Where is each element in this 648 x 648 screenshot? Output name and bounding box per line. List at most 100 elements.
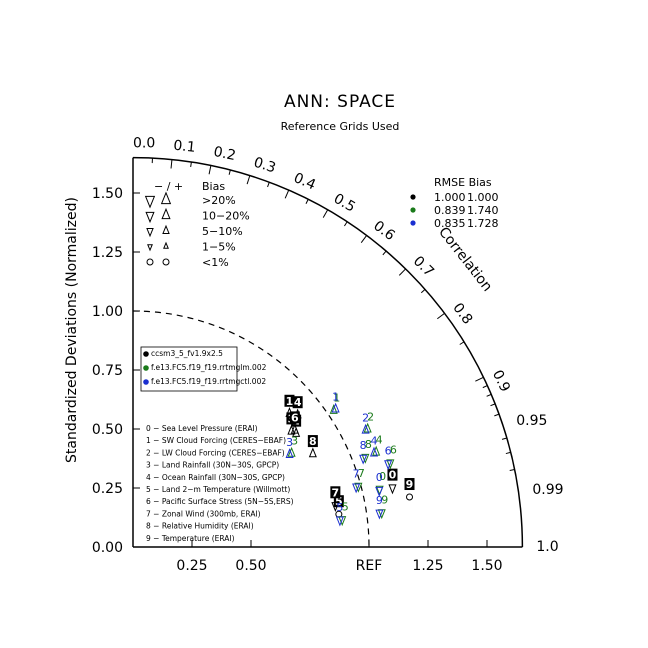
case-label-box: [307, 435, 318, 448]
case-label-box: [330, 486, 341, 499]
correlation-tick-label: 1.0: [536, 539, 558, 555]
data-point: [363, 422, 372, 433]
data-point: [285, 448, 294, 459]
correlation-minor-tick: [305, 199, 309, 204]
correlation-tick-label: 0.0: [133, 136, 155, 152]
data-point: [384, 460, 393, 471]
correlation-tick: [284, 189, 290, 199]
case-list: 0 − Sea Level Pressure (ERAI) 1 − SW Clou…: [146, 424, 294, 543]
stats-legend-rmse: 1.000: [434, 191, 466, 204]
case-label: 0: [389, 469, 397, 482]
case-label: 3: [291, 435, 298, 448]
case-label: 7: [353, 468, 360, 481]
x-tick-label: 1.25: [412, 558, 443, 574]
bias-legend-triangle-down: [144, 195, 156, 209]
correlation-minor-tick: [344, 221, 348, 227]
y-tick-label: 1.50: [92, 186, 123, 202]
correlation-tick-label: 0.1: [173, 138, 197, 156]
bias-legend: − / + Bias>20% 10−20% 5−10% 1−5% <1%: [144, 180, 250, 269]
correlation-minor-tick: [501, 437, 507, 440]
y-tick-label: 1.00: [92, 304, 123, 320]
data-point: [335, 516, 344, 527]
case-list-item: 1 − SW Cloud Forcing (CERES−EBAF): [146, 436, 286, 445]
correlation-minor-tick: [509, 469, 515, 471]
bias-legend-circle: [146, 258, 154, 266]
axes-group: 0.000.250.500.751.001.251.500.25 0.50 1.25…: [92, 136, 564, 574]
bias-legend-label: <1%: [202, 256, 229, 269]
y-tick-label: 1.25: [92, 245, 123, 261]
correlation-minor-tick: [459, 341, 465, 345]
x-tick-label: 0.25: [176, 558, 207, 574]
correlation-minor-tick: [420, 289, 426, 294]
series-legend-label: ccsm3_5_fv1.9x2.5: [151, 349, 223, 358]
data-point: [331, 502, 340, 513]
bias-legend-circle: [162, 258, 170, 266]
case-label: 0: [376, 471, 383, 484]
chart-title: ANN: SPACE: [284, 92, 396, 112]
correlation-minor-tick: [490, 403, 496, 407]
case-label: 5: [335, 495, 343, 508]
correlation-minor-tick: [228, 169, 231, 175]
case-list-item: 0 − Sea Level Pressure (ERAI): [146, 424, 258, 433]
correlation-tick: [322, 209, 329, 218]
case-label: 7: [358, 467, 365, 480]
case-label-box: [292, 396, 303, 409]
y-tick-label: 0.25: [92, 481, 123, 497]
case-list-item: 7 − Zonal Wind (300mb, ERAI): [146, 509, 261, 518]
bias-legend-label: 1−5%: [202, 241, 236, 254]
bias-legend-label: 10−20%: [202, 210, 250, 223]
correlation-tick: [398, 268, 406, 276]
bias-legend-triangle-up: [162, 224, 170, 234]
correlation-tick-label: 0.95: [516, 413, 547, 429]
data-point: [354, 482, 363, 493]
case-label: 9: [406, 478, 414, 491]
correlation-tick-label: 0.3: [252, 155, 278, 177]
correlation-tick: [170, 159, 173, 169]
y-axis-label: Standardized Deviations (Normalized): [64, 197, 80, 463]
correlation-tick-label: 0.5: [331, 191, 358, 216]
data-point: [369, 446, 379, 457]
case-label: 5: [342, 500, 349, 513]
correlation-tick-label: 0.8: [449, 300, 475, 327]
correlation-tick-label: 0.4: [291, 170, 318, 194]
bias-legend-sign: − / +: [154, 180, 183, 193]
data-point: [388, 484, 397, 495]
series-legend-box: [140, 346, 238, 392]
case-label: 2: [367, 410, 374, 423]
correlation-minor-tick: [505, 451, 511, 455]
case-label: 8: [365, 438, 372, 451]
case-label: 6: [291, 411, 299, 424]
case-label: 4: [376, 433, 383, 446]
case-label-box: [404, 478, 415, 491]
series-legend-label: f.e13.FC5.f19_f19.rrtmgctl.002: [151, 377, 266, 386]
correlation-minor-tick: [382, 250, 387, 256]
bias-legend-triangle-up: [161, 207, 171, 220]
stats-legend-rmse: 0.839: [434, 204, 466, 217]
data-point: [375, 486, 384, 497]
correlation-tick: [437, 312, 445, 320]
correlation-tick-label: 0.7: [410, 253, 437, 280]
stats-legend-bias: 1.728: [467, 217, 499, 230]
correlation-tick: [246, 175, 251, 185]
case-label: 7: [332, 486, 340, 499]
data-point: [287, 446, 296, 457]
stats-legend-dot: [410, 207, 416, 213]
data-point: [352, 483, 361, 494]
case-label: 1: [332, 390, 339, 403]
case-label: 8: [309, 435, 317, 448]
case-label-box: [289, 411, 300, 424]
correlation-tick-label: 0.9: [489, 368, 513, 395]
case-label: 6: [385, 444, 392, 457]
correlation-label: Correlation: [435, 224, 495, 295]
bias-legend-triangle-up: [163, 241, 169, 249]
series-legend-dot: [143, 351, 149, 357]
bias-legend-header: Bias: [202, 180, 225, 193]
case-label: 4: [294, 396, 302, 409]
case-list-item: 8 − Relative Humidity (ERAI): [146, 522, 254, 531]
case-label-box: [284, 394, 295, 407]
data-point: [386, 459, 395, 470]
correlation-minor-tick: [486, 393, 492, 397]
case-label: 0: [379, 470, 386, 483]
